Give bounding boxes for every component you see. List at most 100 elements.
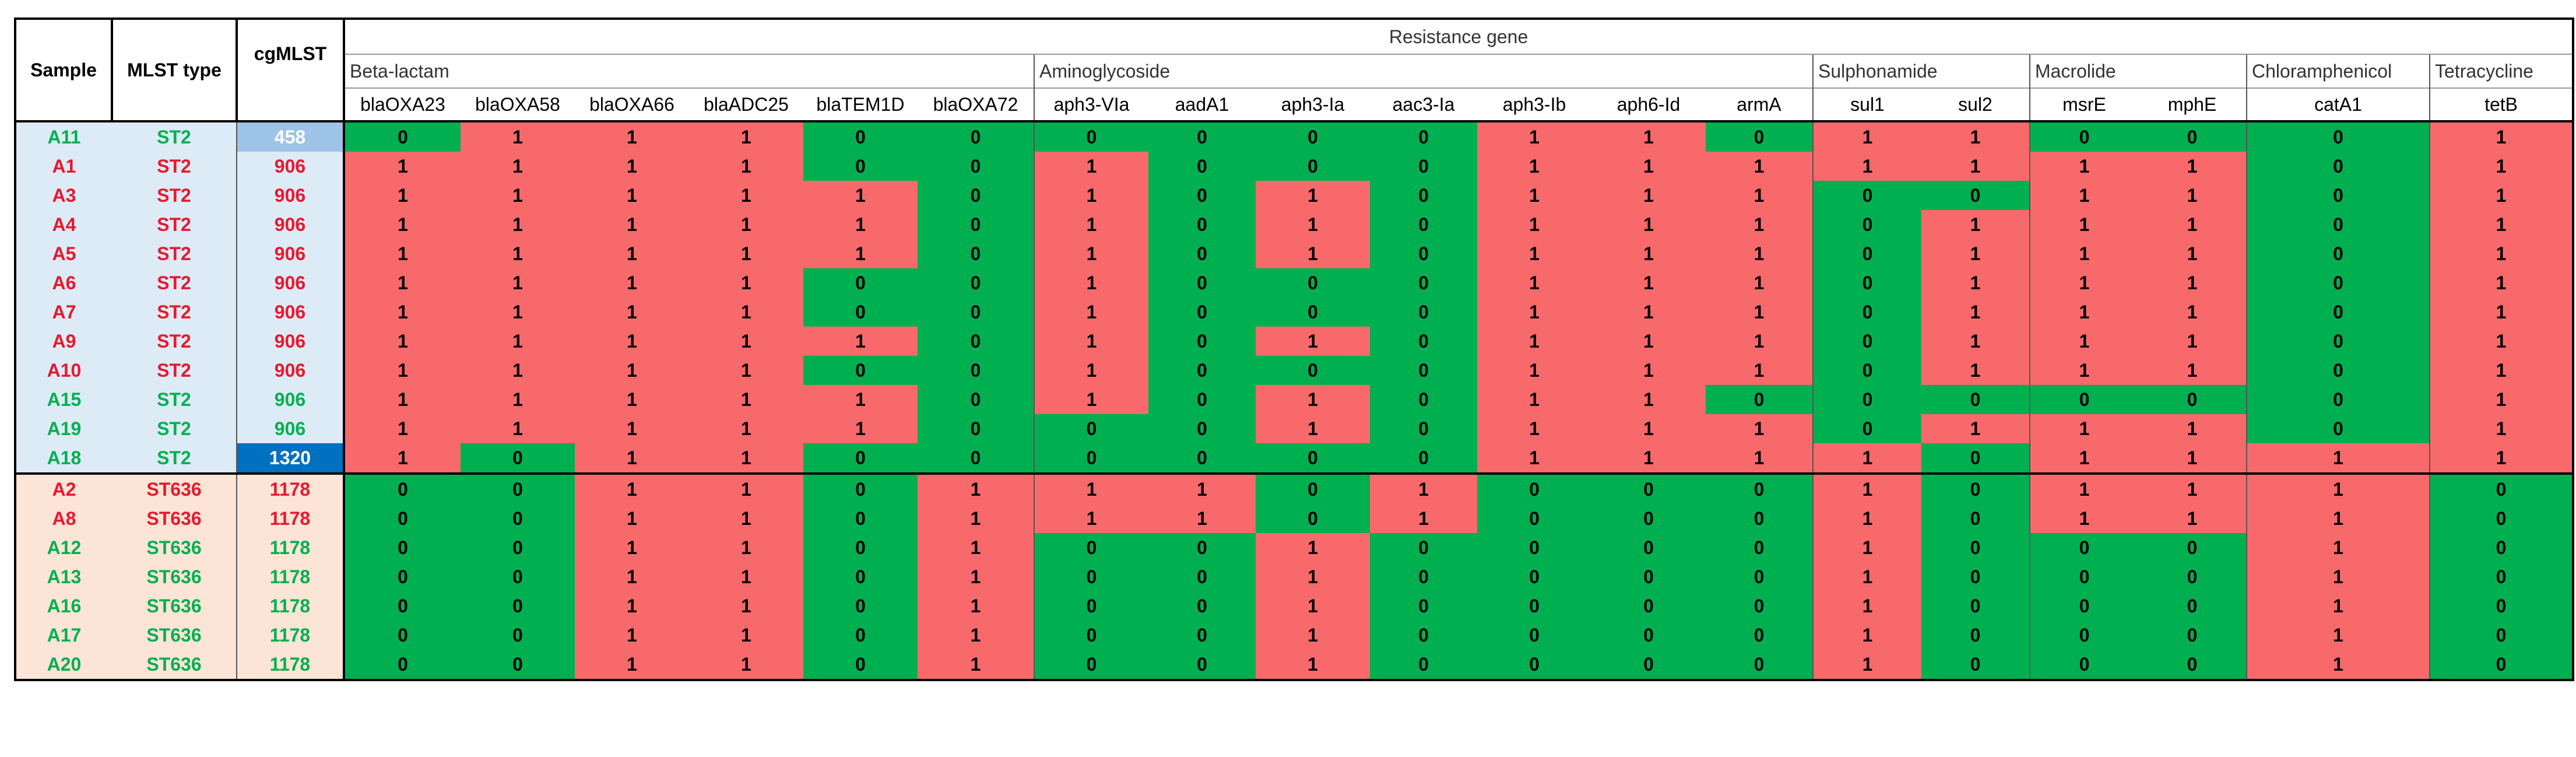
gene-header: aadA1 (1148, 87, 1256, 122)
gene-value-cell: 1 (2029, 181, 2138, 210)
gene-value-cell: 1 (2429, 152, 2575, 181)
gene-value-cell: 0 (2429, 533, 2575, 562)
gene-value-cell: 1 (689, 414, 803, 443)
gene-value-cell: 0 (1256, 268, 1370, 297)
gene-value-cell: 1 (344, 152, 461, 181)
gene-value-cell: 0 (1148, 621, 1256, 650)
gene-value-cell: 0 (918, 152, 1034, 181)
mlst-cell: ST2 (112, 210, 237, 239)
cgmlst-cell: 906 (237, 268, 345, 297)
gene-value-cell: 0 (918, 239, 1034, 268)
gene-value-cell: 0 (1812, 297, 1921, 327)
gene-value-cell: 1 (2138, 297, 2247, 327)
cgmlst-cell: 1178 (237, 504, 345, 533)
gene-value-cell: 1 (1034, 385, 1148, 414)
gene-value-cell: 0 (1370, 297, 1477, 327)
gene-value-cell: 1 (1706, 268, 1813, 297)
gene-value-cell: 1 (1591, 297, 1706, 327)
gene-value-cell: 0 (2138, 591, 2247, 621)
mlst-cell: ST2 (112, 327, 237, 356)
gene-value-cell: 1 (1812, 533, 1921, 562)
gene-value-cell: 1 (2429, 297, 2575, 327)
class-header: Aminoglycoside (1034, 54, 1813, 88)
cgmlst-cell: 906 (237, 210, 345, 239)
gene-value-cell: 1 (2429, 181, 2575, 210)
gene-value-cell: 0 (918, 327, 1034, 356)
table-row: A9 ST2 906 1 1 1 1 1 0 1 0 1 0 1 1 1 0 1 1 1 0 1 (14, 327, 2575, 356)
gene-value-cell: 0 (1034, 562, 1148, 591)
gene-value-cell: 1 (1477, 414, 1591, 443)
gene-value-cell: 0 (461, 533, 575, 562)
gene-value-cell: 1 (689, 504, 803, 533)
gene-value-cell: 1 (1477, 297, 1591, 327)
gene-value-cell: 0 (2246, 327, 2430, 356)
gene-value-cell: 1 (1591, 327, 1706, 356)
gene-value-cell: 0 (803, 356, 918, 385)
gene-value-cell: 1 (1591, 239, 1706, 268)
gene-value-cell: 1 (1921, 414, 2030, 443)
resistance-gene-table: Sample MLST type cgMLST Resistance gene … (14, 17, 2575, 681)
mlst-cell: ST2 (112, 181, 237, 210)
sample-cell: A3 (14, 181, 112, 210)
gene-value-cell: 1 (689, 533, 803, 562)
gene-value-cell: 1 (1591, 121, 1706, 152)
gene-value-cell: 1 (2138, 327, 2247, 356)
gene-value-cell: 1 (575, 210, 689, 239)
gene-header: tetB (2429, 87, 2575, 122)
gene-value-cell: 1 (2429, 121, 2575, 152)
gene-value-cell: 0 (918, 385, 1034, 414)
gene-value-cell: 1 (1256, 210, 1370, 239)
gene-value-cell: 1 (2138, 239, 2247, 268)
gene-value-cell: 0 (1148, 414, 1256, 443)
gene-value-cell: 1 (1256, 533, 1370, 562)
gene-value-cell: 1 (1921, 210, 2030, 239)
gene-value-cell: 1 (2246, 533, 2430, 562)
gene-value-cell: 0 (1370, 533, 1477, 562)
gene-value-cell: 1 (689, 181, 803, 210)
gene-value-cell: 0 (344, 504, 461, 533)
gene-value-cell: 0 (1370, 591, 1477, 621)
gene-value-cell: 0 (2246, 239, 2430, 268)
gene-value-cell: 0 (2029, 121, 2138, 152)
gene-value-cell: 1 (575, 297, 689, 327)
antibiotic-class-row: Beta-lactam Aminoglycoside Sulphonamide Mac… (15, 54, 2575, 88)
gene-value-cell: 0 (1706, 562, 1813, 591)
mlst-column-header: MLST type (111, 17, 238, 122)
gene-value-cell: 1 (689, 239, 803, 268)
gene-value-cell: 0 (1706, 591, 1813, 621)
gene-value-cell: 0 (1370, 650, 1477, 681)
gene-value-cell: 1 (1370, 472, 1477, 504)
gene-value-cell: 1 (803, 327, 918, 356)
gene-value-cell: 1 (918, 472, 1034, 504)
gene-value-cell: 0 (2429, 504, 2575, 533)
gene-value-cell: 1 (2246, 504, 2430, 533)
gene-value-cell: 0 (1477, 591, 1591, 621)
gene-value-cell: 0 (1034, 621, 1148, 650)
gene-value-cell: 0 (2429, 562, 2575, 591)
gene-value-cell: 1 (2029, 504, 2138, 533)
gene-value-cell: 0 (461, 504, 575, 533)
gene-value-cell: 1 (1477, 443, 1591, 474)
gene-value-cell: 0 (1370, 239, 1477, 268)
gene-value-cell: 0 (1034, 443, 1148, 474)
gene-value-cell: 0 (1921, 443, 2030, 474)
gene-value-cell: 1 (1591, 181, 1706, 210)
gene-value-cell: 1 (689, 327, 803, 356)
gene-value-cell: 1 (918, 591, 1034, 621)
gene-value-cell: 0 (1370, 268, 1477, 297)
mlst-cell: ST636 (112, 533, 237, 562)
gene-value-cell: 1 (803, 385, 918, 414)
gene-value-cell: 0 (1256, 297, 1370, 327)
gene-value-cell: 1 (2029, 152, 2138, 181)
gene-value-cell: 0 (1370, 181, 1477, 210)
gene-value-cell: 0 (2138, 621, 2247, 650)
gene-value-cell: 0 (2138, 533, 2247, 562)
gene-value-cell: 1 (1256, 385, 1370, 414)
gene-value-cell: 1 (2138, 504, 2247, 533)
gene-value-cell: 1 (1034, 327, 1148, 356)
gene-value-cell: 0 (1591, 591, 1706, 621)
table-row: A13 ST636 1178 0 0 1 1 0 1 0 0 1 0 0 0 0 1 0 0 0 1 0 (14, 562, 2575, 591)
cgmlst-cell: 906 (237, 356, 345, 385)
gene-value-cell: 0 (2029, 562, 2138, 591)
resistance-gene-table-container: Sample MLST type cgMLST Resistance gene … (14, 17, 2575, 681)
